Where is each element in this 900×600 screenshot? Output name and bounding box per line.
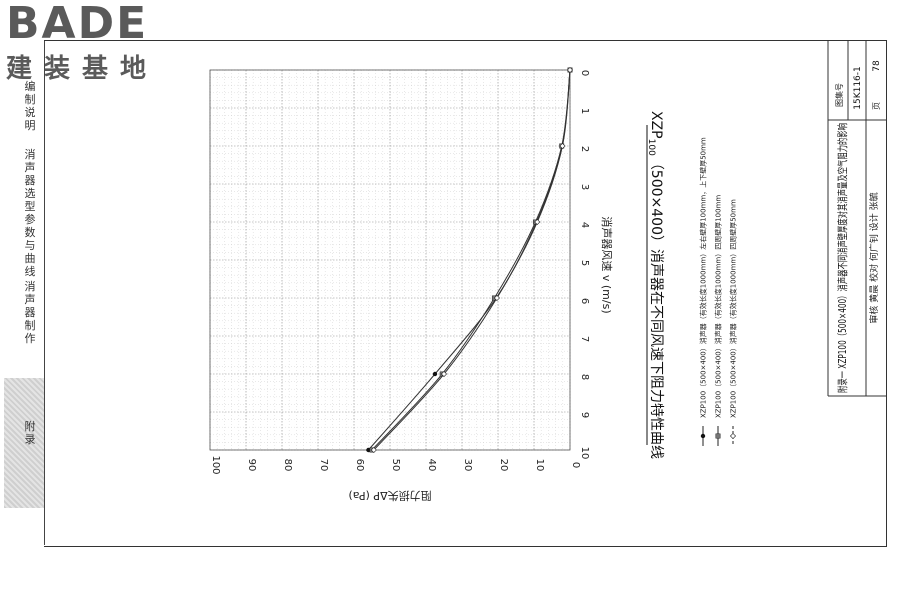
sidebar: 编制说明 消声器选型参数与曲线 消声器制作 附录 bbox=[4, 40, 45, 545]
y-axis-label: 阻力损失ΔP (Pa) bbox=[348, 489, 431, 503]
series-2-point-2 bbox=[534, 218, 541, 226]
logo-subtitle: 建装基地 bbox=[6, 54, 159, 84]
x-tick-label-3: 3 bbox=[579, 184, 590, 190]
sidebar-item-intro[interactable]: 编制说明 bbox=[24, 80, 36, 132]
x-tick-label-10: 10 bbox=[579, 447, 590, 460]
y-tick-label-40: 40 bbox=[426, 459, 437, 472]
chart-title-prefix: XZP bbox=[648, 111, 664, 139]
x-tick-label-4: 4 bbox=[579, 222, 590, 228]
x-tick-label-5: 5 bbox=[579, 260, 590, 266]
legend-marker-1 bbox=[715, 433, 721, 439]
title-block: 附录一 XZP100（500×400）消声器不同消声壁厚度对其消声量及空气阻力的… bbox=[827, 41, 886, 397]
plot-area-border bbox=[209, 69, 571, 451]
series-lines bbox=[366, 66, 574, 454]
series-2-point-0 bbox=[566, 66, 574, 74]
chart-legend: XZP100（500×400）消声器（有效长度1000mm）左右壁厚100mm，… bbox=[699, 137, 738, 446]
series-0-point-5 bbox=[366, 447, 371, 453]
chart-title-rest: （500×400）消声器在不同风速下阻力特性曲线 bbox=[648, 156, 664, 459]
y-tick-label-100: 100 bbox=[210, 455, 221, 474]
series-2-point-3 bbox=[493, 294, 500, 302]
x-axis-label: 消声器风速 v (m/s) bbox=[600, 216, 614, 313]
sidebar-item-fabrication[interactable]: 消声器制作 bbox=[24, 280, 36, 345]
x-tick-label-6: 6 bbox=[579, 298, 590, 304]
chart-title-sub: 100 bbox=[646, 139, 656, 156]
y-tick-label-30: 30 bbox=[462, 459, 473, 472]
legend-marker-2 bbox=[729, 432, 737, 440]
y-tick-label-10: 10 bbox=[534, 459, 545, 472]
page-label: 页 bbox=[872, 102, 881, 110]
sidebar-active-shade bbox=[4, 378, 44, 508]
chart-grid bbox=[209, 69, 571, 451]
y-tick-label-20: 20 bbox=[498, 459, 509, 472]
y-tick-label-90: 90 bbox=[246, 459, 257, 472]
atlas-number: 15K116-1 bbox=[853, 66, 863, 110]
legend-label-0: XZP100（500×400）消声器（有效长度1000mm）左右壁厚100mm，… bbox=[699, 137, 708, 418]
svg-text:XZP100（500×400）消声器在不同风速下阻力特性曲线: XZP100（500×400）消声器在不同风速下阻力特性曲线 bbox=[646, 111, 664, 459]
title-block-signatures: 审核 黄晨 校对 何广钊 设计 张毓 bbox=[868, 192, 880, 323]
sidebar-item-selection[interactable]: 消声器选型参数与曲线 bbox=[24, 148, 36, 278]
series-2-point-5 bbox=[370, 446, 377, 454]
y-tick-label-50: 50 bbox=[390, 459, 401, 472]
legend-label-2: XZP100（500×400）消声器（有效长度1000mm）四周壁厚50mm bbox=[729, 199, 738, 418]
y-tick-label-0: 0 bbox=[570, 462, 581, 468]
drawing-frame bbox=[44, 40, 887, 547]
y-tick-label-60: 60 bbox=[354, 459, 365, 472]
legend-label-1: XZP100（500×400）消声器（有效长度1000mm）四周壁厚100mm bbox=[714, 195, 723, 418]
page-number: 78 bbox=[872, 60, 882, 72]
series-0-point-4 bbox=[432, 371, 438, 377]
logo-brand-text: BADE bbox=[6, 0, 149, 49]
legend-marker-0 bbox=[700, 433, 706, 439]
series-2-point-4 bbox=[440, 370, 448, 378]
y-tick-labels: 0 10 20 30 40 50 60 70 80 90 100 bbox=[210, 455, 581, 474]
y-tick-label-70: 70 bbox=[318, 459, 329, 472]
x-tick-label-0: 0 bbox=[579, 70, 590, 76]
title-block-caption: 附录一 XZP100（500×400）消声器不同消声壁厚度对其消声量及空气阻力的… bbox=[836, 123, 849, 393]
x-tick-label-9: 9 bbox=[579, 412, 590, 418]
x-tick-label-7: 7 bbox=[579, 336, 590, 342]
y-tick-label-80: 80 bbox=[282, 459, 293, 472]
chart-title: XZP100（500×400）消声器在不同风速下阻力特性曲线 bbox=[646, 111, 664, 459]
x-tick-labels: 0 1 2 3 4 5 6 7 8 9 10 bbox=[579, 70, 590, 460]
series-2-point-1 bbox=[559, 142, 566, 150]
x-tick-label-1: 1 bbox=[579, 108, 590, 114]
atlas-label: 图集号 bbox=[834, 83, 844, 107]
brand-logo: BADE 建装基地 bbox=[6, 0, 176, 85]
x-tick-label-8: 8 bbox=[579, 374, 590, 380]
x-tick-label-2: 2 bbox=[579, 146, 590, 152]
sidebar-item-appendix[interactable]: 附录 bbox=[24, 420, 36, 446]
